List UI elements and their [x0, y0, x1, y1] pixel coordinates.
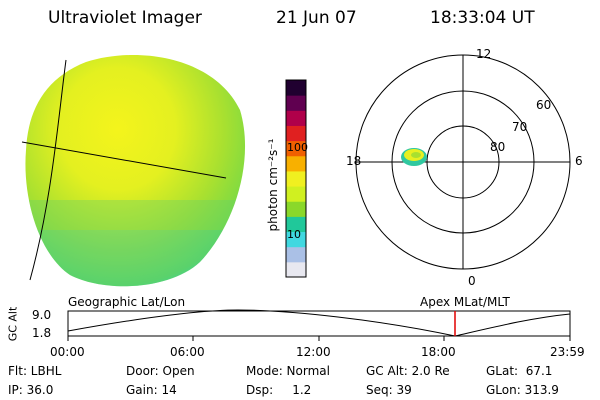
colorbar-tick-10: 10	[287, 228, 301, 241]
polar-label-18: 18	[346, 154, 362, 168]
altitude-title-right: Apex MLat/MLT	[420, 295, 510, 309]
altitude-title-left: Geographic Lat/Lon	[68, 295, 186, 309]
x-tick-0600: 06:00	[170, 345, 205, 359]
polar-ring-label-70: 70	[512, 120, 528, 134]
altitude-curve	[67, 309, 571, 337]
colorbar-segment	[286, 201, 306, 217]
longitude-line	[29, 59, 67, 281]
instrument-title: Ultraviolet Imager	[48, 8, 202, 28]
date-label: 21 Jun 07	[276, 8, 357, 28]
altitude-ymin: 1.8	[32, 326, 52, 340]
polar-ring-label-80: 80	[490, 140, 506, 154]
dsp-value: Dsp: 1.2	[246, 383, 312, 397]
polar-label-0: 0	[468, 274, 476, 288]
x-tick-2359: 23:59	[550, 345, 585, 359]
glat-value: GLat: 67.1	[486, 364, 553, 378]
latitude-line	[21, 141, 227, 179]
gain-value: Gain: 14	[126, 383, 177, 397]
altitude-ymax: 9.0	[32, 308, 52, 322]
door-value: Door: Open	[126, 364, 195, 378]
colorbar-segment	[286, 140, 306, 157]
colorbar-segment	[286, 216, 306, 233]
glon-value: GLon: 313.9	[486, 383, 559, 397]
gc-alt-value: GC Alt: 2.0 Re	[366, 364, 450, 378]
colorbar-segment	[286, 231, 306, 248]
colorbar-segment	[286, 155, 306, 172]
colorbar-frame	[285, 79, 307, 278]
colorbar-segment	[286, 186, 306, 202]
mode-value: Mode: Normal	[246, 364, 330, 378]
colorbar-segment	[286, 95, 306, 111]
colorbar-segment	[286, 246, 306, 263]
polar-ring-label-60: 60	[536, 98, 552, 112]
auroral-image	[21, 54, 246, 287]
colorbar-segment	[286, 261, 306, 278]
x-tick-1200: 12:00	[296, 345, 331, 359]
colorbar	[285, 79, 307, 278]
colorbar-segment	[286, 125, 306, 142]
x-tick-1800: 18:00	[421, 345, 456, 359]
altitude-plot	[67, 309, 571, 341]
seq-value: Seq: 39	[366, 383, 412, 397]
ip-value: IP: 36.0	[8, 383, 54, 397]
altitude-ylabel: GC Alt	[6, 306, 20, 342]
colorbar-segment	[286, 170, 306, 187]
x-tick-0000: 00:00	[50, 345, 85, 359]
colorbar-segment	[286, 110, 306, 126]
polar-label-12: 12	[476, 47, 492, 61]
time-label: 18:33:04 UT	[430, 8, 535, 28]
colorbar-tick-100: 100	[287, 141, 308, 154]
colorbar-unit-label: photon cm⁻²s⁻¹	[266, 138, 280, 232]
polar-label-6: 6	[575, 154, 583, 168]
colorbar-segment	[286, 80, 306, 96]
polar-plot	[355, 54, 571, 270]
filter-value: Flt: LBHL	[8, 364, 62, 378]
